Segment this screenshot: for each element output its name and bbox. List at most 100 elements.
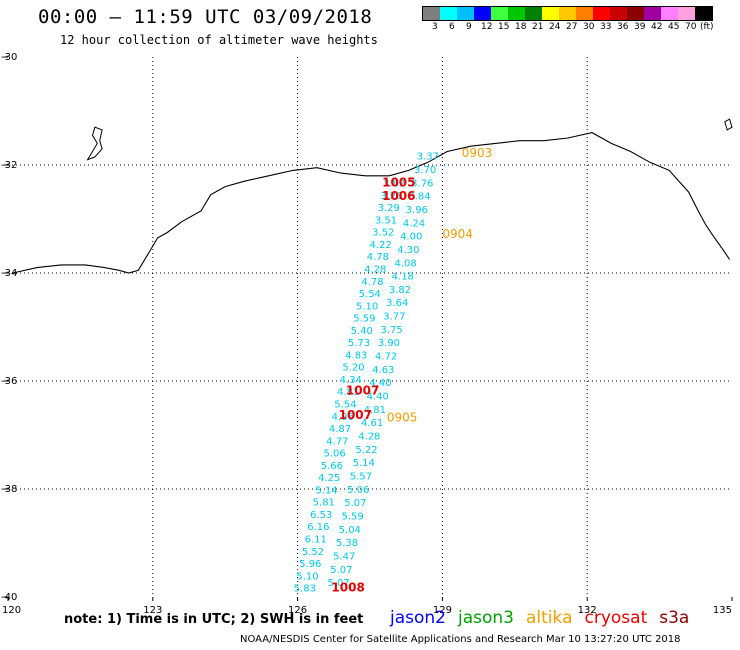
time-label-0: 1005 [382,176,415,190]
color-label-0: 3 [432,22,438,32]
legend-item-jason2: jason2 [390,608,446,628]
color-swatch-13 [644,7,661,20]
wave-height-track_west-4: 3.52 [372,228,394,239]
color-scale-labels: 3 6 9 12 15 18 21 24 27 30 33 36 39 42 45 70 (ft) [422,22,740,34]
color-label-14: 45 [668,22,680,32]
color-swatch-15 [678,7,695,20]
color-swatch-1 [440,7,457,20]
wave-height-track_east-4: 3.96 [406,205,428,216]
wave-height-track_east-11: 3.64 [386,298,408,309]
wave-height-track_east-20: 4.61 [361,418,383,429]
island-0 [86,126,103,161]
axes-group: 120 123 126 129 132 135 -30 -32 -34 -36 -38 -40 [1,52,733,616]
chart-title: 00:00 – 11:59 UTC 03/09/2018 [38,6,373,28]
wave-height-track_west-22: 5.06 [323,449,345,460]
color-label-3: 12 [481,22,493,32]
wave-height-track_west-21: 4.77 [326,436,348,447]
wave-height-track_west-13: 5.73 [348,338,370,349]
color-label-2: 9 [466,22,472,32]
y-tick-label-0: -30 [1,52,17,63]
wave-height-track_west-7: 4.28 [364,265,386,276]
wave-height-track_east-5: 4.24 [403,218,425,229]
wave-height-track_east-2: 3.76 [411,178,433,189]
wave-height-track_east-32: 5.07 [327,578,349,589]
color-label-13: 42 [651,22,663,32]
color-label-8: 27 [566,22,578,32]
wave-height-track_east-16: 4.63 [372,365,394,376]
wave-height-track_east-19: 4.81 [364,405,386,416]
color-swatch-6 [525,7,542,20]
wave-height-track_west-31: 5.96 [299,559,321,570]
wave-height-track_west-23: 5.66 [321,461,343,472]
color-label-11: 36 [617,22,629,32]
time-label-5: 0903 [462,146,493,160]
wave-height-track_west-2: 3.29 [378,203,400,214]
wave-height-track_east-27: 5.59 [341,512,363,523]
time-label-4: 1008 [331,581,364,595]
wave-height-track_west-16: 4.34 [340,375,362,386]
wave-height-track_west-3: 3.51 [375,215,397,226]
wave-height-track_east-26: 5.07 [344,498,366,509]
island-1 [724,118,733,131]
color-label-10: 33 [600,22,612,32]
wave-height-track_west-25: 5.14 [315,485,337,496]
time-label-2: 1007 [346,384,379,398]
wave-height-track_west-18: 5.54 [334,400,356,411]
x-tick-label-3: 129 [433,605,452,616]
color-label-9: 30 [583,22,595,32]
wave-height-track_west-5: 4.22 [369,240,391,251]
x-tick-label-4: 132 [578,605,597,616]
color-label-12: 39 [634,22,646,32]
color-label-7: 24 [549,22,561,32]
wave-height-track_east-24: 5.57 [350,472,372,483]
wave-height-track_west-15: 5.20 [342,363,364,374]
wave-height-track_west-8: 4.78 [361,277,383,288]
color-swatch-10 [593,7,610,20]
wave-height-track_east-18: 4.40 [367,392,389,403]
wave-height-track_west-14: 4.83 [345,350,367,361]
wave-height-track_west-0: 3.82 [383,179,405,190]
color-swatch-5 [508,7,525,20]
wave-height-track_east-6: 4.00 [400,232,422,243]
x-tick-label-2: 126 [288,605,307,616]
wave-height-track_west-11: 5.59 [353,314,375,325]
time-label-3: 1007 [339,408,372,422]
color-swatch-7 [542,7,559,20]
wave-height-track_east-1: 3.70 [414,165,436,176]
color-swatch-0 [423,7,440,20]
color-swatch-14 [661,7,678,20]
wave-height-track_east-14: 3.90 [378,338,400,349]
wave-height-track_east-28: 5.04 [339,525,361,536]
wave-height-track_east-17: 4.40 [369,378,391,389]
credit-line: NOAA/NESDIS Center for Satellite Applica… [240,634,681,645]
wave-height-track_east-29: 5.38 [336,538,358,549]
wave-height-track_west-24: 4.25 [318,473,340,484]
wave-height-track_east-10: 3.82 [389,285,411,296]
y-tick-label-1: -32 [1,160,17,171]
time-label-1: 1006 [382,189,415,203]
footer-note: note: 1) Time is in UTC; 2) SWH is in fe… [64,612,364,627]
wave-height-track_east-23: 5.14 [353,458,375,469]
wave-height-track_east-12: 3.77 [383,312,405,323]
wave-height-track_west-26: 5.81 [313,498,335,509]
y-tick-label-5: -40 [1,592,17,603]
color-label-1: 6 [449,22,455,32]
y-tick-label-2: -34 [1,268,17,279]
wave-height-track_east-3: 3.84 [408,192,430,203]
wave-height-track_west-9: 5.54 [359,289,381,300]
wave-height-track_east-22: 5.22 [355,445,377,456]
color-swatch-9 [576,7,593,20]
color-swatch-12 [627,7,644,20]
wave-height-track_east-31: 5.07 [330,565,352,576]
color-swatch-3 [474,7,491,20]
legend-item-s3a: s3a [659,608,690,628]
legend-item-jason3: jason3 [458,608,514,628]
color-label-15: 70 [685,22,697,32]
wave-height-track_west-20: 4.87 [329,424,351,435]
color-swatch-4 [491,7,508,20]
coastline-group [12,118,733,274]
satellite-legend: jason2 jason3 altika cryosat s3a [390,608,701,628]
color-swatch-16 [695,7,712,20]
wave-height-track_east-8: 4.08 [394,258,416,269]
